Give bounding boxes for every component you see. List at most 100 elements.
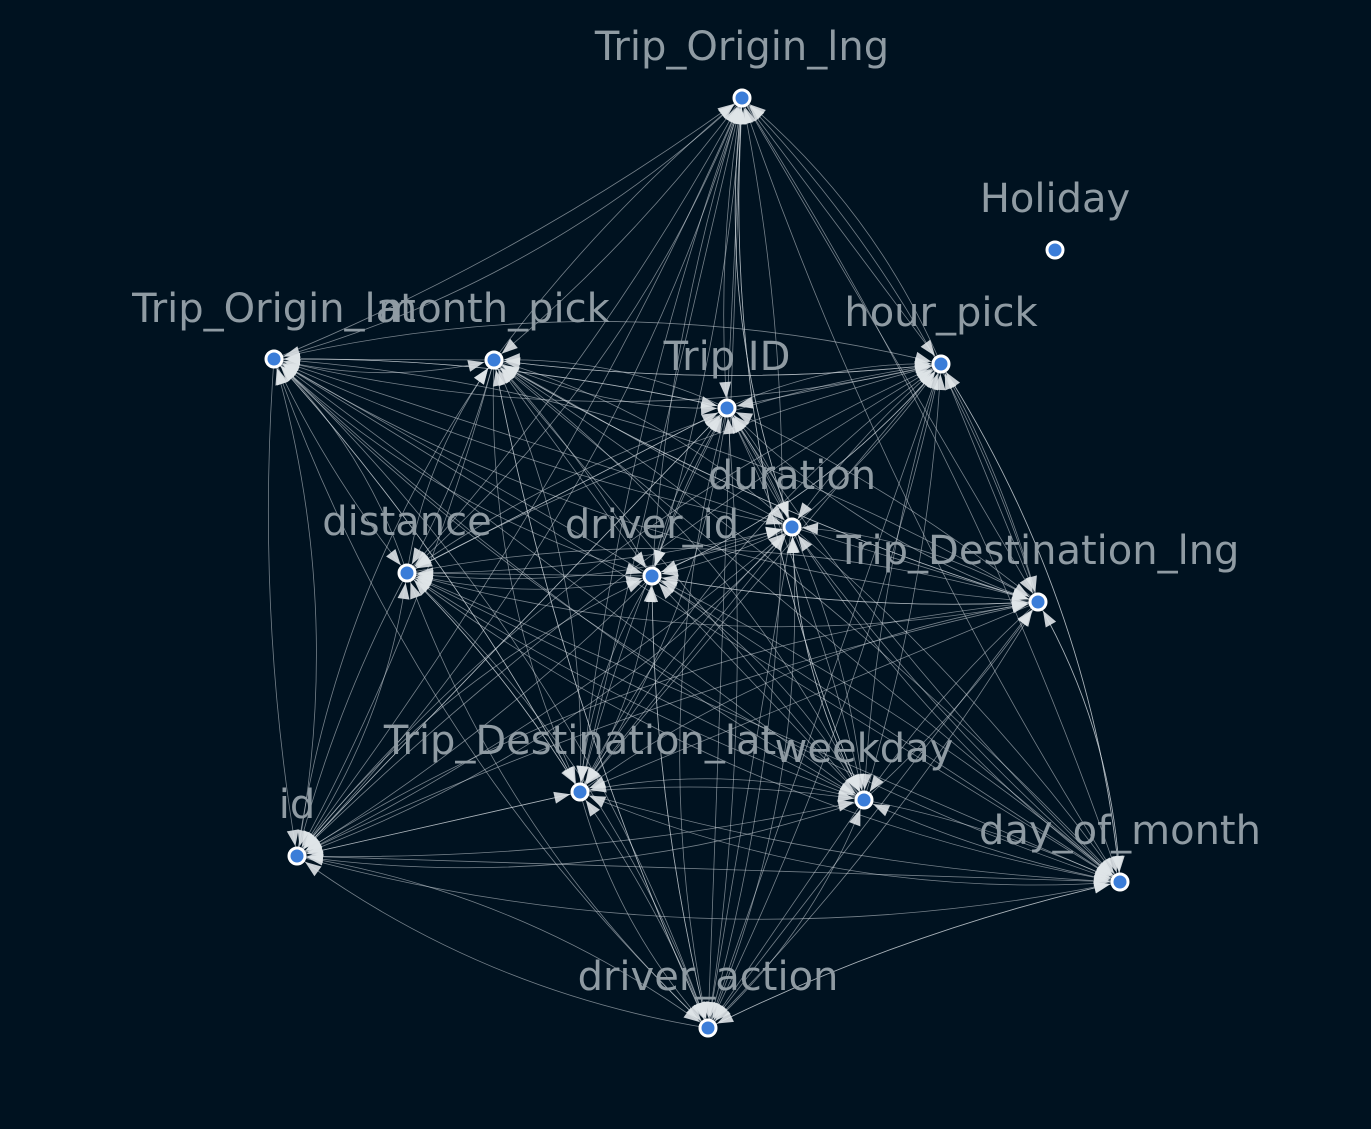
edge-id-to-Trip_Origin_lat xyxy=(273,358,317,857)
edge-driver_action-to-driver_id xyxy=(651,575,709,1029)
edge-Trip_Origin_lng-to-driver_action xyxy=(707,97,743,1029)
edge-day_of_month-to-duration xyxy=(791,526,1121,883)
edge-duration-to-distance xyxy=(406,526,793,580)
edge-Trip_Destination_lat-to-distance xyxy=(406,572,581,793)
node-dot[interactable] xyxy=(1045,240,1065,260)
edge-weekday-to-id xyxy=(296,799,865,869)
node-dot[interactable] xyxy=(287,846,307,866)
edge-Trip_Origin_lng-to-Trip ID xyxy=(723,97,743,409)
node-dot[interactable] xyxy=(397,563,417,583)
node-dot[interactable] xyxy=(484,350,504,370)
node-dot[interactable] xyxy=(717,398,737,418)
edge-hour_pick-to-Trip ID xyxy=(726,363,942,409)
edge-id-to-driver_action xyxy=(296,855,709,1029)
node-trip_origin_lng[interactable]: Trip_Origin_lng xyxy=(594,24,889,108)
edge-Trip_Destination_lng-to-month_pick xyxy=(493,359,1039,603)
edge-duration-to-hour_pick xyxy=(791,363,942,528)
arrowhead-Trip_Destination_lng-to-day_of_month xyxy=(1112,855,1125,873)
node-trip-id[interactable]: Trip ID xyxy=(663,334,791,418)
node-dot[interactable] xyxy=(782,517,802,537)
edge-distance-to-Trip_Destination_lng xyxy=(406,547,1039,603)
edge-Trip ID-to-Trip_Destination_lng xyxy=(726,407,1039,603)
arrowhead-id-to-driver_action xyxy=(683,1007,700,1023)
edge-Trip_Origin_lat-to-id xyxy=(267,358,298,857)
edge-Trip_Destination_lng-to-driver_action xyxy=(707,601,1039,1029)
node-id[interactable]: id xyxy=(279,782,316,866)
edge-driver_id-to-hour_pick xyxy=(651,363,942,577)
arrowhead-id-to-hour_pick xyxy=(915,369,933,383)
edge-Trip_Destination_lat-to-Trip_Origin_lat xyxy=(273,358,581,793)
arrowhead-layer xyxy=(275,103,1125,1024)
node-dot[interactable] xyxy=(698,1018,718,1038)
arrowhead-Trip_Destination_lng-to-Trip_Origin_lng xyxy=(748,105,765,121)
edge-month_pick-to-weekday xyxy=(493,359,865,801)
node-dot[interactable] xyxy=(1028,592,1048,612)
node-dot[interactable] xyxy=(931,354,951,374)
edge-hour_pick-to-distance xyxy=(406,363,942,574)
node-duration[interactable]: duration xyxy=(708,453,876,537)
edge-driver_id-to-Trip_Origin_lng xyxy=(651,97,743,577)
node-distance[interactable]: distance xyxy=(322,499,492,583)
edge-Trip_Origin_lng-to-distance xyxy=(406,97,743,574)
node-holiday[interactable]: Holiday xyxy=(980,176,1130,260)
edge-duration-to-driver_action xyxy=(707,526,793,1029)
edge-Trip_Origin_lat-to-hour_pick xyxy=(273,321,942,365)
edge-day_of_month-to-Trip_Origin_lng xyxy=(741,97,1121,883)
edge-Trip_Destination_lng-to-duration xyxy=(791,526,1039,603)
edge-month_pick-to-Trip_Origin_lng xyxy=(493,97,743,361)
node-hour_pick[interactable]: hour_pick xyxy=(844,290,1038,374)
node-driver_action[interactable]: driver_action xyxy=(578,954,839,1038)
edge-driver_id-to-Trip_Destination_lat xyxy=(579,575,653,793)
arrowhead-month_pick-to-duration xyxy=(768,504,785,521)
arrowhead-hour_pick-to-Trip_Destination_lng xyxy=(1025,575,1037,593)
edge-Trip_Origin_lng-to-month_pick xyxy=(493,97,743,361)
node-dot[interactable] xyxy=(854,790,874,810)
edge-Trip_Destination_lng-to-hour_pick xyxy=(940,363,1039,603)
arrowhead-Trip_Destination_lng-to-Trip ID xyxy=(736,412,754,425)
edge-duration-to-Trip_Destination_lat xyxy=(579,526,793,793)
node-dot[interactable] xyxy=(642,566,662,586)
edge-driver_action-to-duration xyxy=(707,526,796,1029)
arrowhead-driver_action-to-day_of_month xyxy=(1093,881,1111,894)
arrowhead-driver_action-to-hour_pick xyxy=(926,373,939,391)
edge-driver_id-to-id xyxy=(296,575,653,857)
node-weekday[interactable]: weekday xyxy=(775,726,954,810)
arrowhead-Trip_Origin_lat-to-distance xyxy=(386,548,401,566)
edge-distance-to-day_of_month xyxy=(406,572,1121,883)
arrowhead-driver_action-to-weekday xyxy=(849,809,861,827)
arrowhead-distance-to-Trip ID xyxy=(701,412,719,426)
node-dot[interactable] xyxy=(1110,872,1130,892)
node-month_pick[interactable]: month_pick xyxy=(378,286,611,370)
node-label: driver_action xyxy=(578,954,839,1000)
edge-Trip_Origin_lng-to-Trip_Destination_lng xyxy=(741,97,1039,603)
node-trip_destination_lng[interactable]: Trip_Destination_lng xyxy=(836,528,1240,612)
arrowhead-driver_id-to-Trip_Destination_lat xyxy=(576,765,589,783)
edge-Trip_Destination_lat-to-Trip_Destination_lng xyxy=(579,601,1039,793)
node-dot[interactable] xyxy=(570,782,590,802)
arrowhead-day_of_month-to-distance xyxy=(416,576,434,589)
edge-id-to-Trip ID xyxy=(296,407,728,857)
node-label: driver_id xyxy=(565,502,739,548)
node-dot[interactable] xyxy=(732,88,752,108)
arrowhead-month_pick-to-distance xyxy=(411,547,425,565)
edge-distance-to-Trip_Origin_lat xyxy=(273,358,408,574)
edge-Trip ID-to-weekday xyxy=(726,407,865,801)
arrowhead-Trip ID-to-duration xyxy=(776,500,789,518)
node-trip_origin_lat[interactable]: Trip_Origin_lat xyxy=(131,286,416,369)
node-driver_id[interactable]: driver_id xyxy=(565,502,739,586)
edge-Trip_Destination_lat-to-duration xyxy=(579,526,793,793)
edge-id-to-Trip_Destination_lng xyxy=(296,601,1039,857)
arrowhead-driver_action-to-distance xyxy=(410,582,422,600)
edge-driver_action-to-hour_pick xyxy=(707,363,942,1029)
edge-Trip ID-to-month_pick xyxy=(493,359,728,409)
edge-Trip_Origin_lat-to-Trip_Origin_lng xyxy=(273,97,743,360)
node-trip_destination_lat[interactable]: Trip_Destination_lat xyxy=(383,718,776,802)
arrowhead-month_pick-to-Trip ID xyxy=(700,402,718,415)
edge-driver_id-to-day_of_month xyxy=(651,575,1121,883)
node-dot[interactable] xyxy=(264,349,284,369)
edge-month_pick-to-distance xyxy=(406,359,495,574)
node-label: Trip ID xyxy=(663,334,791,380)
edge-weekday-to-Trip_Origin_lng xyxy=(738,97,865,801)
node-day_of_month[interactable]: day_of_month xyxy=(979,808,1261,892)
arrowhead-Trip_Origin_lat-to-duration xyxy=(765,513,783,525)
